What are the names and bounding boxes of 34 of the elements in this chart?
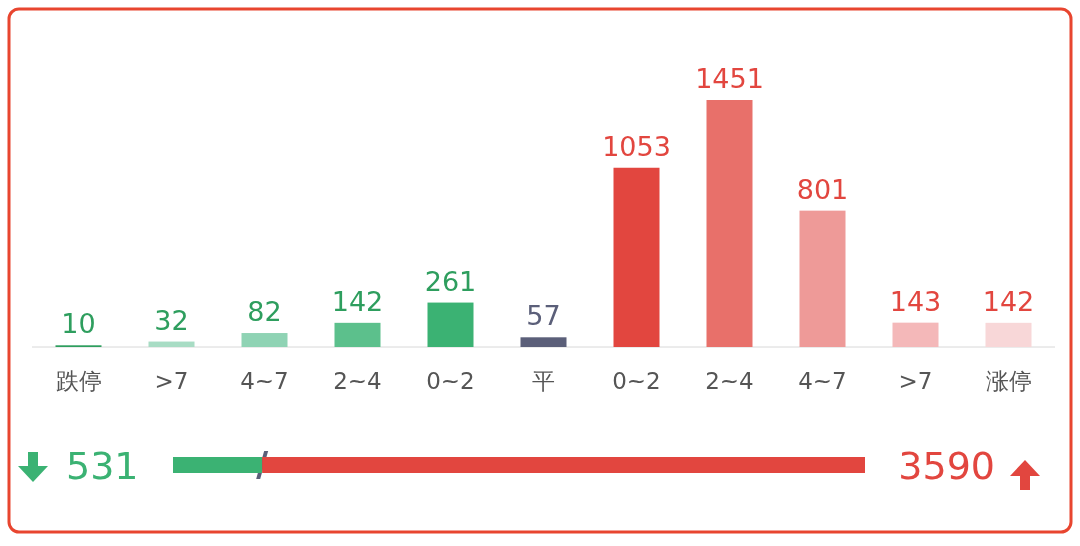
data-label: 10 xyxy=(61,308,96,340)
data-label: 32 xyxy=(154,304,189,336)
bar xyxy=(613,167,660,347)
x-tick-label: 2~4 xyxy=(705,368,754,394)
bar xyxy=(148,341,195,347)
data-label: 142 xyxy=(331,285,384,317)
bar xyxy=(334,322,381,347)
x-tick-label: 2~4 xyxy=(333,368,382,394)
x-tick-label: 0~2 xyxy=(612,368,661,394)
bar xyxy=(241,333,288,347)
data-label: 3590 xyxy=(898,444,995,488)
bar xyxy=(892,322,939,347)
bar xyxy=(427,302,474,347)
bar xyxy=(706,100,753,347)
x-tick-label: 4~7 xyxy=(240,368,289,394)
x-tick-label: 0~2 xyxy=(426,368,475,394)
data-label: 143 xyxy=(889,285,942,317)
x-tick-label: >7 xyxy=(898,368,933,394)
bar xyxy=(985,322,1032,347)
data-label: 57 xyxy=(526,300,561,332)
data-label: 1053 xyxy=(602,130,671,162)
data-label: 82 xyxy=(247,296,282,328)
x-tick-label: 平 xyxy=(532,368,555,394)
x-tick-label: >7 xyxy=(154,368,189,394)
bar xyxy=(520,337,567,347)
data-label: 142 xyxy=(982,285,1035,317)
x-tick-label: 涨停 xyxy=(985,368,1032,394)
data-label: 1451 xyxy=(695,63,764,94)
data-label: 261 xyxy=(424,265,477,297)
bar xyxy=(799,210,846,347)
x-tick-label: 跌停 xyxy=(55,368,102,394)
x-tick-label: 4~7 xyxy=(798,368,847,394)
data-label: 531 xyxy=(66,444,139,488)
data-label: 801 xyxy=(796,173,849,205)
